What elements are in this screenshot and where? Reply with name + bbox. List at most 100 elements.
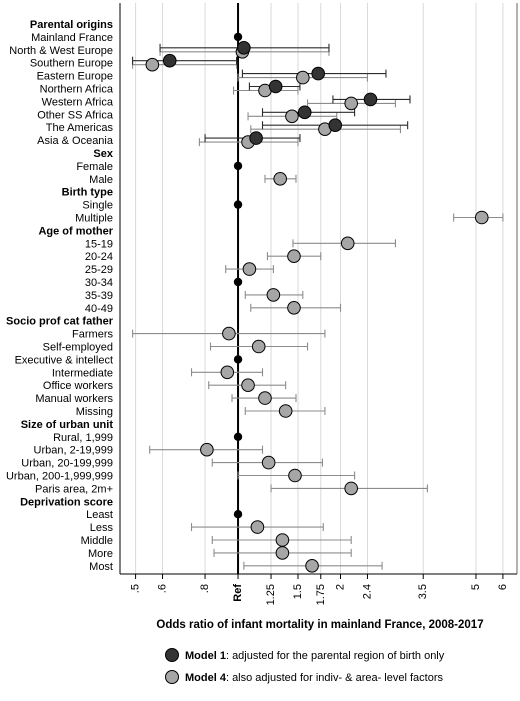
row-label-executive-intellect: Executive & intellect	[15, 354, 113, 366]
ref-point-mainland-france	[233, 32, 243, 42]
x-tick-label-ref: Ref	[232, 584, 244, 602]
point-model4-self-employed	[251, 339, 266, 354]
legend-marker-model1	[165, 648, 179, 662]
x-tick-label-8: .8	[199, 584, 211, 593]
section-header-deprivation-score: Deprivation score	[20, 496, 113, 508]
row-label-urban-200-1-999-999: Urban, 200-1,999,999	[6, 471, 113, 483]
odds-ratio-points	[145, 32, 489, 573]
ref-point-30-34	[233, 277, 243, 287]
point-model4-western-africa	[344, 96, 358, 111]
legend-item-model1: Model 1: adjusted for the parental regio…	[165, 648, 445, 662]
x-tick-label-5: 5	[470, 584, 482, 590]
row-label-paris-area-2m: Paris area, 2m+	[35, 483, 113, 495]
x-tick-label-2-4: 2.4	[361, 584, 373, 599]
ref-point-female	[233, 161, 243, 171]
row-label-middle: Middle	[81, 535, 113, 547]
row-label-urban-20-199-999: Urban, 20-199,999	[21, 458, 113, 470]
section-header-size-of-urban-unit: Size of urban unit	[21, 419, 114, 431]
point-model4-35-39	[266, 288, 281, 302]
section-header-birth-type: Birth type	[62, 187, 113, 199]
row-label-missing: Missing	[76, 406, 113, 418]
point-model4-farmers	[222, 326, 236, 341]
x-tick-label-1-25: 1.25	[265, 584, 277, 605]
point-model4-urban-20-199-999	[261, 455, 276, 470]
chart-title: Odds ratio of infant mortality in mainla…	[156, 619, 483, 631]
point-model1-asia-oceania	[249, 131, 263, 145]
legend-model1-name: Model 1	[185, 650, 226, 662]
row-label-male: Male	[89, 174, 113, 186]
point-model4-paris-area-2m	[344, 481, 358, 496]
point-model4-middle	[275, 533, 290, 547]
row-label-asia-oceania: Asia & Oceania	[37, 135, 114, 147]
point-model4-eastern-europe	[296, 70, 310, 85]
point-model4-male	[273, 172, 287, 186]
row-label-office-workers: Office workers	[43, 380, 114, 392]
row-label-western-africa: Western Africa	[42, 96, 114, 108]
gridlines	[135, 3, 504, 574]
point-model4-urban-2-19-999	[200, 442, 214, 457]
legend-model4-description: : also adjusted for indiv- & area- level…	[226, 672, 444, 684]
row-label-15-19: 15-19	[85, 238, 113, 250]
x-tick-label-5: .5	[130, 584, 142, 593]
row-label-intermediate: Intermediate	[52, 367, 113, 379]
row-label-less: Less	[90, 522, 114, 534]
point-model4-missing	[278, 404, 293, 418]
row-label-20-24: 20-24	[85, 251, 113, 263]
row-label-self-employed: Self-employed	[43, 342, 113, 354]
point-model4-25-29	[242, 262, 257, 276]
ref-point-single	[233, 200, 243, 209]
point-model4-most	[305, 559, 319, 573]
row-label-manual-workers: Manual workers	[35, 393, 113, 405]
row-label-30-34: 30-34	[85, 277, 113, 289]
row-label-least: Least	[86, 509, 113, 521]
point-model4-intermediate	[220, 365, 235, 380]
point-model4-manual-workers	[258, 391, 272, 405]
legend: Model 1: adjusted for the parental regio…	[165, 648, 445, 684]
point-model4-less	[250, 520, 265, 534]
x-tick-label-1-5: 1.5	[292, 584, 304, 599]
row-label-40-49: 40-49	[85, 303, 113, 315]
point-model4-multiple	[474, 210, 489, 225]
point-model4-more	[275, 546, 290, 560]
x-tick-label-1-75: 1.75	[315, 584, 327, 605]
row-label-urban-2-19-999: Urban, 2-19,999	[34, 445, 114, 457]
row-label-north-west-europe: North & West Europe	[9, 45, 113, 57]
legend-model1-description: : adjusted for the parental region of bi…	[226, 650, 445, 662]
confidence-intervals	[132, 43, 504, 570]
x-axis-ticks: .5 .6 .8 Ref 1.25 1.5 1.75 2 2.4 3.5 5 6	[130, 574, 509, 605]
ref-point-rural-1-999	[233, 432, 243, 441]
point-model4-15-19	[340, 236, 355, 251]
x-tick-label-6: .6	[157, 584, 169, 593]
section-header-parental-origins: Parental origins	[30, 19, 113, 31]
x-tick-label-6: 6	[497, 584, 509, 590]
row-label-single: Single	[82, 200, 113, 212]
x-tick-label-3-5: 3.5	[417, 584, 429, 599]
row-label-female: Female	[76, 161, 113, 173]
legend-label-model4: Model 4: also adjusted for indiv- & area…	[185, 672, 443, 684]
ref-point-executive-intellect	[233, 355, 243, 364]
section-header-socio-prof-cat-father: Socio prof cat father	[6, 316, 114, 328]
point-model4-40-49	[287, 301, 301, 315]
section-header-age-of-mother: Age of mother	[38, 225, 113, 237]
point-model1-the-americas	[328, 118, 343, 132]
point-model4-other-ss-africa	[285, 109, 299, 124]
row-label-northern-africa: Northern Africa	[40, 84, 114, 96]
legend-item-model4: Model 4: also adjusted for indiv- & area…	[165, 670, 443, 684]
row-label-more: More	[88, 548, 113, 560]
row-label-35-39: 35-39	[85, 290, 113, 302]
point-model4-urban-200-1-999-999	[288, 468, 302, 483]
row-label-rural-1-999: Rural, 1,999	[53, 432, 113, 444]
row-label-farmers: Farmers	[72, 329, 113, 341]
row-label-eastern-europe: Eastern Europe	[37, 71, 113, 83]
legend-marker-model4	[165, 670, 179, 684]
point-model1-north-west-europe	[237, 41, 251, 55]
point-model4-20-24	[287, 249, 301, 264]
row-label-southern-europe: Southern Europe	[30, 58, 113, 70]
point-model1-eastern-europe	[311, 66, 326, 81]
point-model1-western-africa	[363, 92, 378, 107]
ref-point-least	[233, 510, 243, 519]
legend-model4-name: Model 4	[185, 672, 227, 684]
